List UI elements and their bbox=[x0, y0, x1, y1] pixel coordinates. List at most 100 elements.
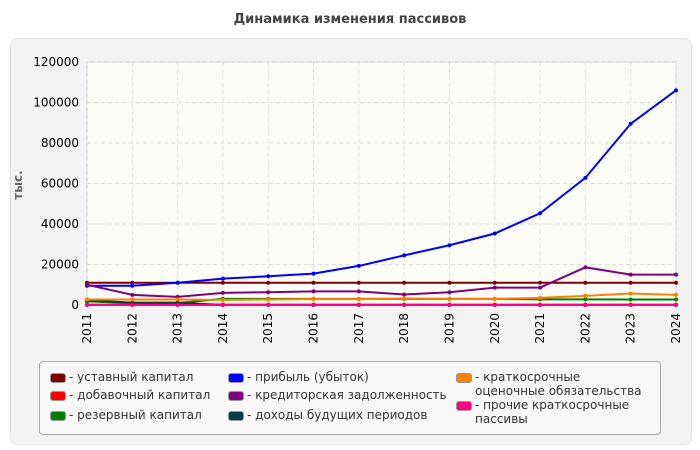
data-point bbox=[175, 297, 180, 302]
data-point bbox=[583, 280, 588, 285]
x-tick-label: 2024 bbox=[669, 313, 683, 344]
legend-swatch bbox=[228, 411, 244, 421]
x-tick-label: 2017 bbox=[352, 313, 366, 344]
legend: - уставный капитал - добавочный капитал - … bbox=[39, 361, 661, 435]
x-tick-label: 2012 bbox=[125, 313, 139, 344]
data-point bbox=[583, 175, 588, 180]
y-tick-label: 80000 bbox=[41, 136, 79, 150]
data-point bbox=[311, 303, 316, 307]
data-point bbox=[356, 263, 361, 268]
legend-label: - добавочный капитал bbox=[69, 388, 211, 402]
x-tick-label: 2019 bbox=[442, 313, 456, 344]
data-point bbox=[266, 274, 271, 279]
y-tick-label: 120000 bbox=[33, 55, 79, 69]
data-point bbox=[266, 280, 271, 285]
data-point bbox=[356, 297, 361, 302]
legend-item: - резервный капитал bbox=[50, 408, 202, 422]
data-point bbox=[311, 289, 316, 294]
data-point bbox=[85, 303, 89, 307]
x-tick-label: 2020 bbox=[488, 313, 502, 344]
legend-swatch bbox=[228, 391, 244, 401]
data-point bbox=[674, 280, 678, 285]
y-tick-label: 60000 bbox=[41, 177, 79, 191]
data-point bbox=[220, 297, 225, 302]
legend-label: - прибыль (убыток) bbox=[247, 370, 369, 384]
data-point bbox=[311, 280, 316, 285]
y-tick-label: 40000 bbox=[41, 217, 79, 231]
legend-swatch bbox=[228, 373, 244, 383]
legend-label: - уставный капитал bbox=[69, 370, 194, 384]
legend-label: - прочие краткосрочные пассивы bbox=[475, 398, 630, 426]
data-point bbox=[628, 280, 633, 285]
series-line-4 bbox=[86, 266, 676, 298]
x-tick-label: 2023 bbox=[624, 313, 638, 344]
data-point bbox=[583, 265, 588, 270]
data-point bbox=[402, 280, 407, 285]
data-point bbox=[447, 280, 452, 285]
legend-swatch bbox=[456, 401, 472, 411]
x-tick-label: 2011 bbox=[80, 313, 94, 344]
x-tick-label: 2022 bbox=[578, 313, 592, 344]
y-tick-label: 0 bbox=[71, 298, 79, 312]
data-point bbox=[402, 303, 407, 307]
x-tick-label: 2021 bbox=[533, 313, 547, 344]
x-tick-label: 2016 bbox=[307, 313, 321, 344]
series-line-6 bbox=[87, 292, 677, 301]
data-point bbox=[583, 293, 588, 298]
data-point bbox=[402, 292, 407, 297]
data-point bbox=[130, 303, 135, 307]
legend-item: - прочие краткосрочные пассивы bbox=[456, 398, 650, 426]
x-tick-label: 2018 bbox=[397, 313, 411, 344]
data-point bbox=[175, 303, 180, 307]
x-tick-label: 2014 bbox=[216, 313, 230, 344]
data-point bbox=[85, 282, 89, 287]
data-point bbox=[220, 303, 225, 307]
data-point bbox=[674, 297, 678, 302]
legend-label: - доходы будущих периодов bbox=[247, 408, 428, 422]
data-point bbox=[492, 231, 497, 236]
data-point bbox=[538, 280, 543, 285]
legend-item: - краткосрочные оценочные обязательства bbox=[456, 370, 650, 398]
data-point bbox=[583, 303, 588, 307]
data-point bbox=[220, 290, 225, 295]
line-chart: 0 20000 40000 60000 80000 100000 120000 2011 201… bbox=[11, 55, 683, 344]
x-tick-label: 2013 bbox=[171, 313, 185, 344]
data-point bbox=[538, 303, 543, 307]
legend-label: - кредиторская задолженность bbox=[247, 388, 447, 402]
legend-label: - краткосрочные оценочные обязательства bbox=[475, 370, 642, 398]
data-point bbox=[674, 272, 678, 277]
data-point bbox=[175, 280, 180, 285]
data-point bbox=[628, 303, 633, 307]
data-point bbox=[130, 297, 135, 302]
series-line-3 bbox=[87, 89, 677, 287]
data-point bbox=[311, 271, 316, 276]
legend-item: - уставный капитал bbox=[50, 370, 193, 384]
legend-item: - доходы будущих периодов bbox=[228, 408, 427, 422]
y-tick-label: 100000 bbox=[33, 96, 79, 110]
data-point bbox=[356, 303, 361, 307]
legend-swatch bbox=[456, 373, 472, 383]
data-point bbox=[266, 303, 271, 307]
data-point bbox=[447, 290, 452, 295]
legend-swatch bbox=[50, 411, 66, 421]
data-point bbox=[628, 291, 633, 296]
data-point bbox=[583, 297, 588, 302]
data-point bbox=[402, 296, 407, 301]
data-point bbox=[492, 296, 497, 301]
data-point bbox=[85, 297, 89, 302]
data-point bbox=[356, 280, 361, 285]
data-point bbox=[447, 243, 452, 248]
data-point bbox=[266, 290, 271, 295]
data-point bbox=[674, 303, 678, 307]
data-point bbox=[356, 289, 361, 294]
data-point bbox=[538, 295, 543, 300]
data-point bbox=[492, 303, 497, 307]
data-point bbox=[674, 88, 678, 93]
x-tick-label: 2015 bbox=[261, 313, 275, 344]
data-point bbox=[538, 285, 543, 290]
data-point bbox=[628, 297, 633, 302]
legend-swatch bbox=[50, 391, 66, 401]
data-point bbox=[402, 253, 407, 258]
y-axis-label: тыс. bbox=[11, 170, 25, 199]
data-point bbox=[130, 280, 135, 285]
